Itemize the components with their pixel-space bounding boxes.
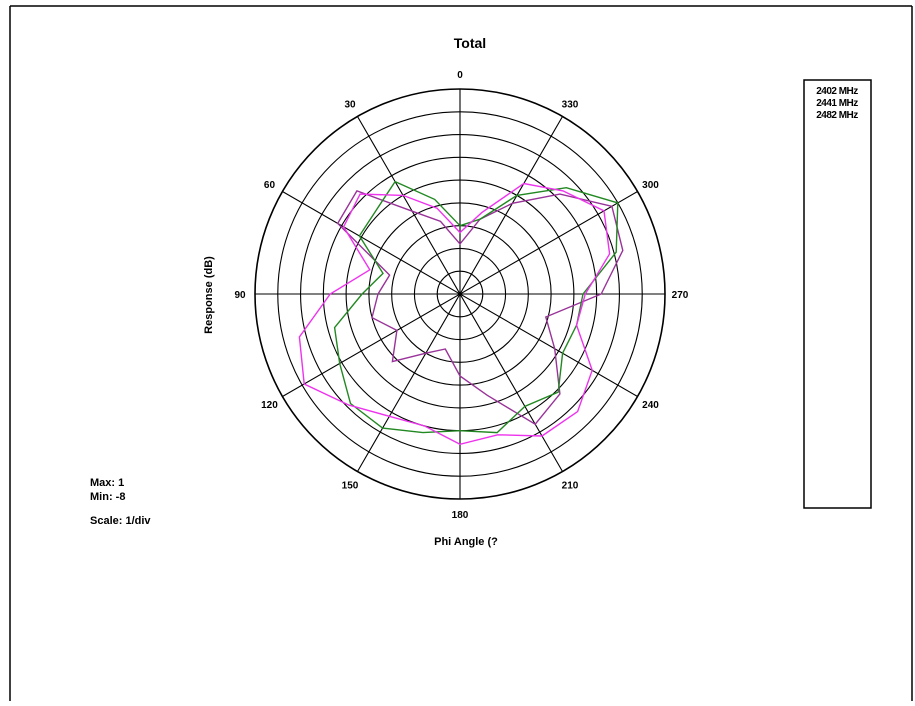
stats-max: Max: 1: [90, 477, 124, 489]
angle-tick-label: 150: [342, 481, 359, 492]
series-line: [333, 180, 619, 434]
angle-tick-label: 0: [457, 70, 463, 81]
legend-entry-label: 2482 MHz: [816, 110, 858, 121]
polar-grid: [254, 88, 666, 500]
series-line: [336, 190, 624, 426]
legend-entry-label: 2441 MHz: [816, 98, 858, 109]
series-lines: [298, 180, 624, 446]
angle-tick-label: 90: [234, 290, 246, 301]
angle-tick-label: 60: [264, 180, 276, 191]
angle-tick-label: 30: [344, 99, 356, 110]
angle-tick-label: 210: [562, 481, 579, 492]
legend-box: [803, 79, 872, 509]
angle-tick-label: 180: [452, 510, 469, 521]
series-line: [298, 182, 611, 446]
angle-tick-label: 300: [642, 180, 659, 191]
legend-entry-label: 2402 MHz: [816, 86, 858, 97]
x-axis-label: Phi Angle (?: [434, 536, 498, 548]
chart-title: Total: [454, 35, 486, 51]
grid-spoke: [357, 116, 563, 472]
angle-tick-labels: 0 30 60 90 120 150 180 210 240 270 300 330: [234, 70, 688, 521]
angle-tick-label: 270: [672, 290, 689, 301]
stats-scale: Scale: 1/div: [90, 515, 151, 527]
y-axis-label: Response (dB): [203, 256, 215, 334]
angle-tick-label: 120: [261, 400, 278, 411]
stats-min: Min: -8: [90, 491, 125, 503]
angle-tick-label: 330: [562, 99, 579, 110]
angle-tick-label: 240: [642, 400, 659, 411]
stats-block: Max: 1 Min: -8 Scale: 1/div: [90, 477, 151, 527]
